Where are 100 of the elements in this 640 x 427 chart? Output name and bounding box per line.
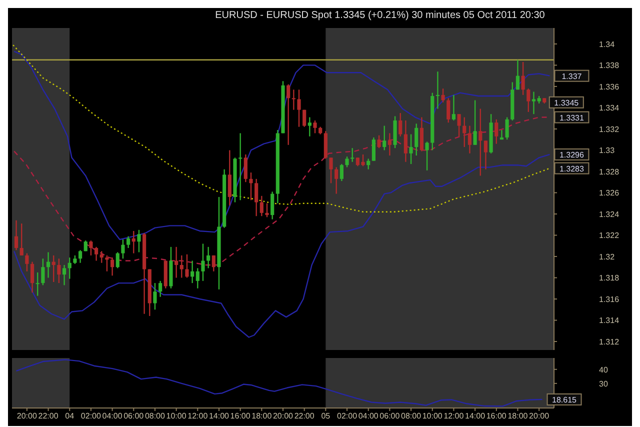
- candlestick: [190, 260, 194, 284]
- candlestick: [377, 134, 381, 149]
- candlestick: [249, 172, 253, 201]
- candlestick: [505, 116, 509, 140]
- candlestick: [206, 246, 210, 269]
- candlestick: [180, 254, 184, 278]
- candlestick: [153, 282, 157, 310]
- candlestick: [425, 141, 429, 172]
- line-series: [14, 50, 550, 240]
- candlestick: [174, 246, 178, 278]
- y-tick-label: 1.33: [599, 146, 616, 156]
- y-tick-label: 1.332: [599, 124, 620, 134]
- candlestick: [100, 250, 104, 264]
- y-tick-label: 1.334: [599, 104, 620, 113]
- annotation: 1.337: [562, 72, 582, 81]
- x-tick-label: 18:00: [252, 412, 272, 421]
- x-tick-label: 14:00: [208, 412, 230, 421]
- candlestick: [532, 91, 536, 115]
- candlestick: [270, 191, 274, 220]
- y-tick-label: 1.312: [599, 338, 620, 346]
- y-tick-label: 1.326: [599, 188, 620, 198]
- candlestick: [212, 254, 216, 272]
- y-tick-label: 1.318: [599, 274, 620, 283]
- y-tick-label: 1.322: [599, 231, 620, 240]
- candlestick: [265, 202, 269, 218]
- candlestick: [308, 116, 312, 137]
- x-tick-label: 12:00: [188, 412, 208, 421]
- candlestick: [52, 254, 56, 283]
- line-series: [16, 359, 543, 407]
- candlestick: [526, 88, 530, 113]
- x-tick-label: 16:00: [486, 412, 507, 421]
- candlestick: [452, 94, 456, 122]
- x-tick-label: 22:00: [294, 412, 315, 421]
- candlestick: [41, 258, 45, 286]
- x-tick-label: 10:00: [422, 412, 443, 421]
- candlestick: [414, 123, 418, 156]
- candlestick: [89, 240, 93, 256]
- candlestick: [340, 163, 344, 182]
- candlestick: [366, 158, 370, 170]
- y-tick-label: 1.338: [599, 61, 620, 70]
- candlestick: [126, 236, 130, 249]
- candlestick: [196, 268, 200, 289]
- candlestick: [286, 84, 290, 146]
- y-tick-label: 40: [599, 365, 608, 374]
- x-tick-label: 20:00: [529, 412, 550, 421]
- candlestick: [105, 254, 109, 272]
- candlestick: [46, 252, 50, 278]
- candlestick: [521, 61, 525, 96]
- candlestick: [484, 140, 488, 170]
- candlestick: [409, 134, 413, 165]
- candlestick: [462, 116, 466, 148]
- candlestick: [494, 118, 498, 144]
- candlestick: [158, 280, 162, 298]
- candlestick: [372, 136, 376, 162]
- candlestick: [201, 243, 205, 282]
- y-tick-label: 1.328: [599, 167, 620, 176]
- x-tick-label: 10:00: [166, 412, 187, 421]
- x-tick-label: 20:00: [272, 412, 294, 421]
- candlestick: [30, 261, 34, 294]
- x-tick-label: 06:00: [380, 412, 400, 421]
- candlestick: [25, 252, 29, 272]
- candlestick: [238, 132, 242, 201]
- candlestick: [350, 147, 354, 162]
- candlestick: [292, 89, 296, 110]
- candlestick: [436, 70, 440, 110]
- x-tick-label: 08:00: [144, 412, 166, 421]
- y-tick-label: 1.34: [599, 40, 616, 49]
- candlestick: [116, 252, 120, 269]
- annotation: 1.3345: [554, 98, 580, 108]
- candlestick: [137, 229, 141, 253]
- x-tick-label: 04:00: [102, 412, 123, 421]
- x-tick-label: 22:00: [38, 412, 59, 421]
- annotation: 18.615: [552, 395, 578, 404]
- candlestick: [382, 125, 386, 151]
- x-tick-label: 14:00: [465, 412, 486, 421]
- candlestick: [516, 59, 520, 90]
- x-tick-label: 05: [321, 412, 331, 421]
- y-tick-label: 30: [599, 379, 608, 388]
- x-tick-label: 04: [65, 412, 75, 421]
- y-tick-label: 1.324: [599, 210, 620, 219]
- y-tick-label: 1.32: [599, 252, 616, 262]
- candlestick: [244, 154, 248, 183]
- candlestick: [121, 238, 125, 260]
- candlestick: [110, 256, 114, 276]
- candlestick: [420, 116, 424, 152]
- candlestick: [57, 258, 61, 284]
- candlestick: [94, 246, 98, 262]
- chart-title: EURUSD - EURUSD Spot 1.3345 (+0.21%) 30 minutes 05 Oct 2011 20:30: [214, 9, 546, 23]
- y-tick-label: 1.316: [599, 294, 620, 304]
- candlestick: [468, 125, 472, 154]
- candlestick: [297, 89, 301, 128]
- y-tick-label: 1.336: [599, 82, 620, 92]
- annotation: 1.3283: [560, 164, 585, 174]
- x-tick-label: 06:00: [124, 412, 144, 421]
- candlestick: [345, 156, 349, 168]
- candlestick: [78, 250, 82, 264]
- y-tick-label: 1.314: [599, 316, 620, 326]
- candlestick: [457, 113, 461, 137]
- candlestick: [473, 100, 477, 146]
- x-tick-label: 04:00: [358, 412, 379, 421]
